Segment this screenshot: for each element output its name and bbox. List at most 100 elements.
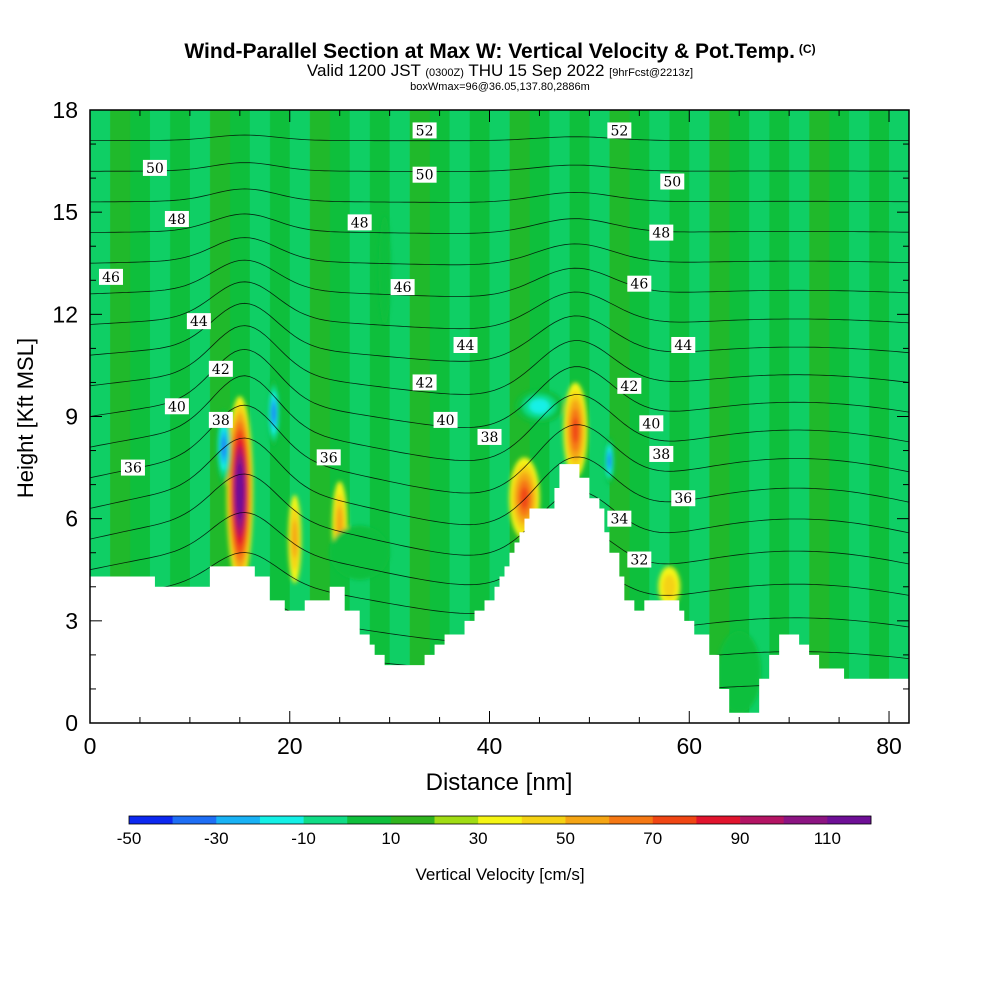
contour-label-text: 50 bbox=[663, 175, 681, 191]
colorbar-tick-label: 90 bbox=[731, 829, 750, 848]
colorbar-frame bbox=[128, 815, 872, 825]
contour-label: 48 bbox=[347, 214, 372, 231]
contour-label-text: 44 bbox=[674, 338, 692, 354]
contour-label: 46 bbox=[390, 279, 415, 296]
colorbar-swatch bbox=[740, 816, 785, 824]
contour-label-box bbox=[649, 445, 674, 462]
contour-label: 40 bbox=[164, 398, 189, 415]
contour-label-text: 46 bbox=[102, 270, 120, 286]
contour-label: 44 bbox=[671, 336, 696, 354]
colorbar-swatch bbox=[609, 816, 654, 824]
colorbar-swatch bbox=[478, 816, 523, 824]
field-band bbox=[129, 110, 151, 723]
field-band bbox=[769, 110, 790, 723]
contour-label-box bbox=[164, 398, 189, 415]
contour-label-text: 48 bbox=[351, 215, 369, 231]
field-band bbox=[249, 110, 271, 723]
contour-label-box bbox=[390, 279, 415, 296]
colorbar-swatch bbox=[783, 816, 828, 824]
contour-label-box bbox=[347, 214, 372, 231]
field-band bbox=[849, 110, 870, 723]
contour-label-text: 48 bbox=[168, 212, 186, 228]
w-features bbox=[216, 215, 762, 713]
isentrope-line bbox=[90, 281, 909, 330]
title-block: Wind-Parallel Section at Max W: Vertical… bbox=[0, 38, 1000, 94]
contour-label-text: 44 bbox=[190, 314, 208, 330]
isentrope-lines bbox=[90, 110, 909, 720]
contour-label-text: 42 bbox=[620, 379, 638, 395]
contour-label: 42 bbox=[412, 374, 437, 391]
contour-label-box bbox=[208, 360, 233, 377]
colorbar-swatch bbox=[303, 816, 348, 824]
valid-prefix: Valid 1200 JST bbox=[306, 61, 421, 80]
downdraft-cell bbox=[378, 215, 391, 325]
contour-label-box bbox=[671, 490, 696, 507]
contour-label: 38 bbox=[208, 411, 233, 429]
isentrope-line bbox=[90, 325, 909, 395]
contour-label: 32 bbox=[627, 551, 652, 569]
contour-label-text: 42 bbox=[212, 362, 230, 378]
downdraft-cell bbox=[221, 436, 226, 458]
colorbar-tick-label: 30 bbox=[469, 829, 488, 848]
contour-label: 44 bbox=[186, 313, 211, 330]
contour-label-box bbox=[98, 268, 123, 285]
contour-label: 44 bbox=[453, 336, 478, 354]
contour-label: 40 bbox=[433, 411, 458, 429]
contour-label: 36 bbox=[671, 490, 696, 507]
contour-label-text: 32 bbox=[630, 553, 648, 569]
field-band bbox=[109, 110, 131, 723]
isentrope-line bbox=[90, 348, 909, 429]
updraft-cell bbox=[572, 417, 579, 444]
field-band bbox=[729, 110, 750, 723]
contour-label-text: 50 bbox=[146, 161, 164, 177]
colorbar: -50 -30 -10 10 30 50 70 90 110 bbox=[117, 815, 872, 848]
colorbar-tick-label: -50 bbox=[117, 829, 142, 848]
field-band bbox=[449, 110, 471, 723]
contour-label-box bbox=[607, 122, 632, 139]
contour-label-text: 36 bbox=[124, 461, 142, 477]
y-tick-label: 3 bbox=[65, 608, 78, 634]
contour-label: 50 bbox=[660, 173, 685, 191]
contour-label-text: 38 bbox=[652, 447, 670, 463]
downdraft-cell bbox=[529, 398, 550, 414]
field-band bbox=[829, 110, 850, 723]
contour-label-box bbox=[142, 159, 167, 176]
contour-label-box bbox=[627, 551, 652, 568]
terrain bbox=[90, 464, 909, 724]
y-tick-label: 0 bbox=[65, 710, 78, 736]
contour-label-box bbox=[412, 166, 437, 183]
field-band bbox=[149, 110, 171, 723]
contour-label-text: 36 bbox=[320, 450, 338, 466]
contour-label: 52 bbox=[412, 122, 437, 139]
contour-label-text: 38 bbox=[481, 430, 499, 446]
contour-label-box bbox=[639, 415, 664, 432]
colorbar-swatch bbox=[347, 816, 392, 824]
contour-label-text: 40 bbox=[437, 413, 455, 429]
contour-label: 38 bbox=[477, 428, 502, 446]
colorbar-tick-label: 10 bbox=[381, 829, 400, 848]
x-tick-label: 0 bbox=[84, 733, 97, 759]
colorbar-tick-label: -10 bbox=[291, 829, 316, 848]
contour-label-text: 40 bbox=[168, 399, 186, 415]
field-band bbox=[709, 110, 730, 723]
contour-label-box bbox=[316, 449, 341, 466]
box-info: boxWmax=96@36.05,137.80,2886m bbox=[410, 81, 590, 93]
contour-label-box bbox=[186, 313, 211, 330]
colorbar-tick-label: 50 bbox=[556, 829, 575, 848]
isentrope-labels: 52 52 50 50 50 48 48 48 46 46 46 44 44 44 42 42 42 40 40 40… bbox=[98, 122, 696, 569]
contour-label-text: 52 bbox=[416, 123, 434, 139]
valid-utc: (0300Z) bbox=[425, 67, 464, 79]
isentrope-line bbox=[90, 213, 909, 234]
x-tick-label: 60 bbox=[676, 733, 702, 759]
field-band bbox=[869, 110, 890, 723]
field-band bbox=[689, 110, 710, 723]
field-band bbox=[389, 110, 411, 723]
x-tick-label: 40 bbox=[477, 733, 503, 759]
contour-label: 42 bbox=[617, 377, 642, 395]
copyright-mark: (C) bbox=[798, 42, 816, 56]
colorbar-swatch bbox=[216, 816, 261, 824]
colorbar-label: Vertical Velocity [cm/s] bbox=[415, 865, 584, 884]
isentrope-line bbox=[90, 437, 909, 526]
field-band bbox=[469, 110, 491, 723]
